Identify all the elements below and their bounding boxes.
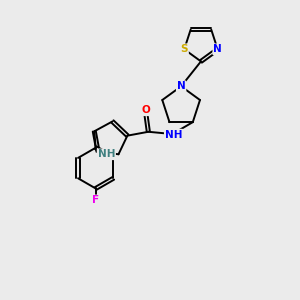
Text: F: F <box>92 195 99 206</box>
Text: N: N <box>177 81 185 91</box>
Text: NH: NH <box>98 149 115 159</box>
Text: NH: NH <box>165 130 182 140</box>
Text: S: S <box>181 44 188 54</box>
Text: O: O <box>142 105 151 115</box>
Text: N: N <box>213 44 222 54</box>
